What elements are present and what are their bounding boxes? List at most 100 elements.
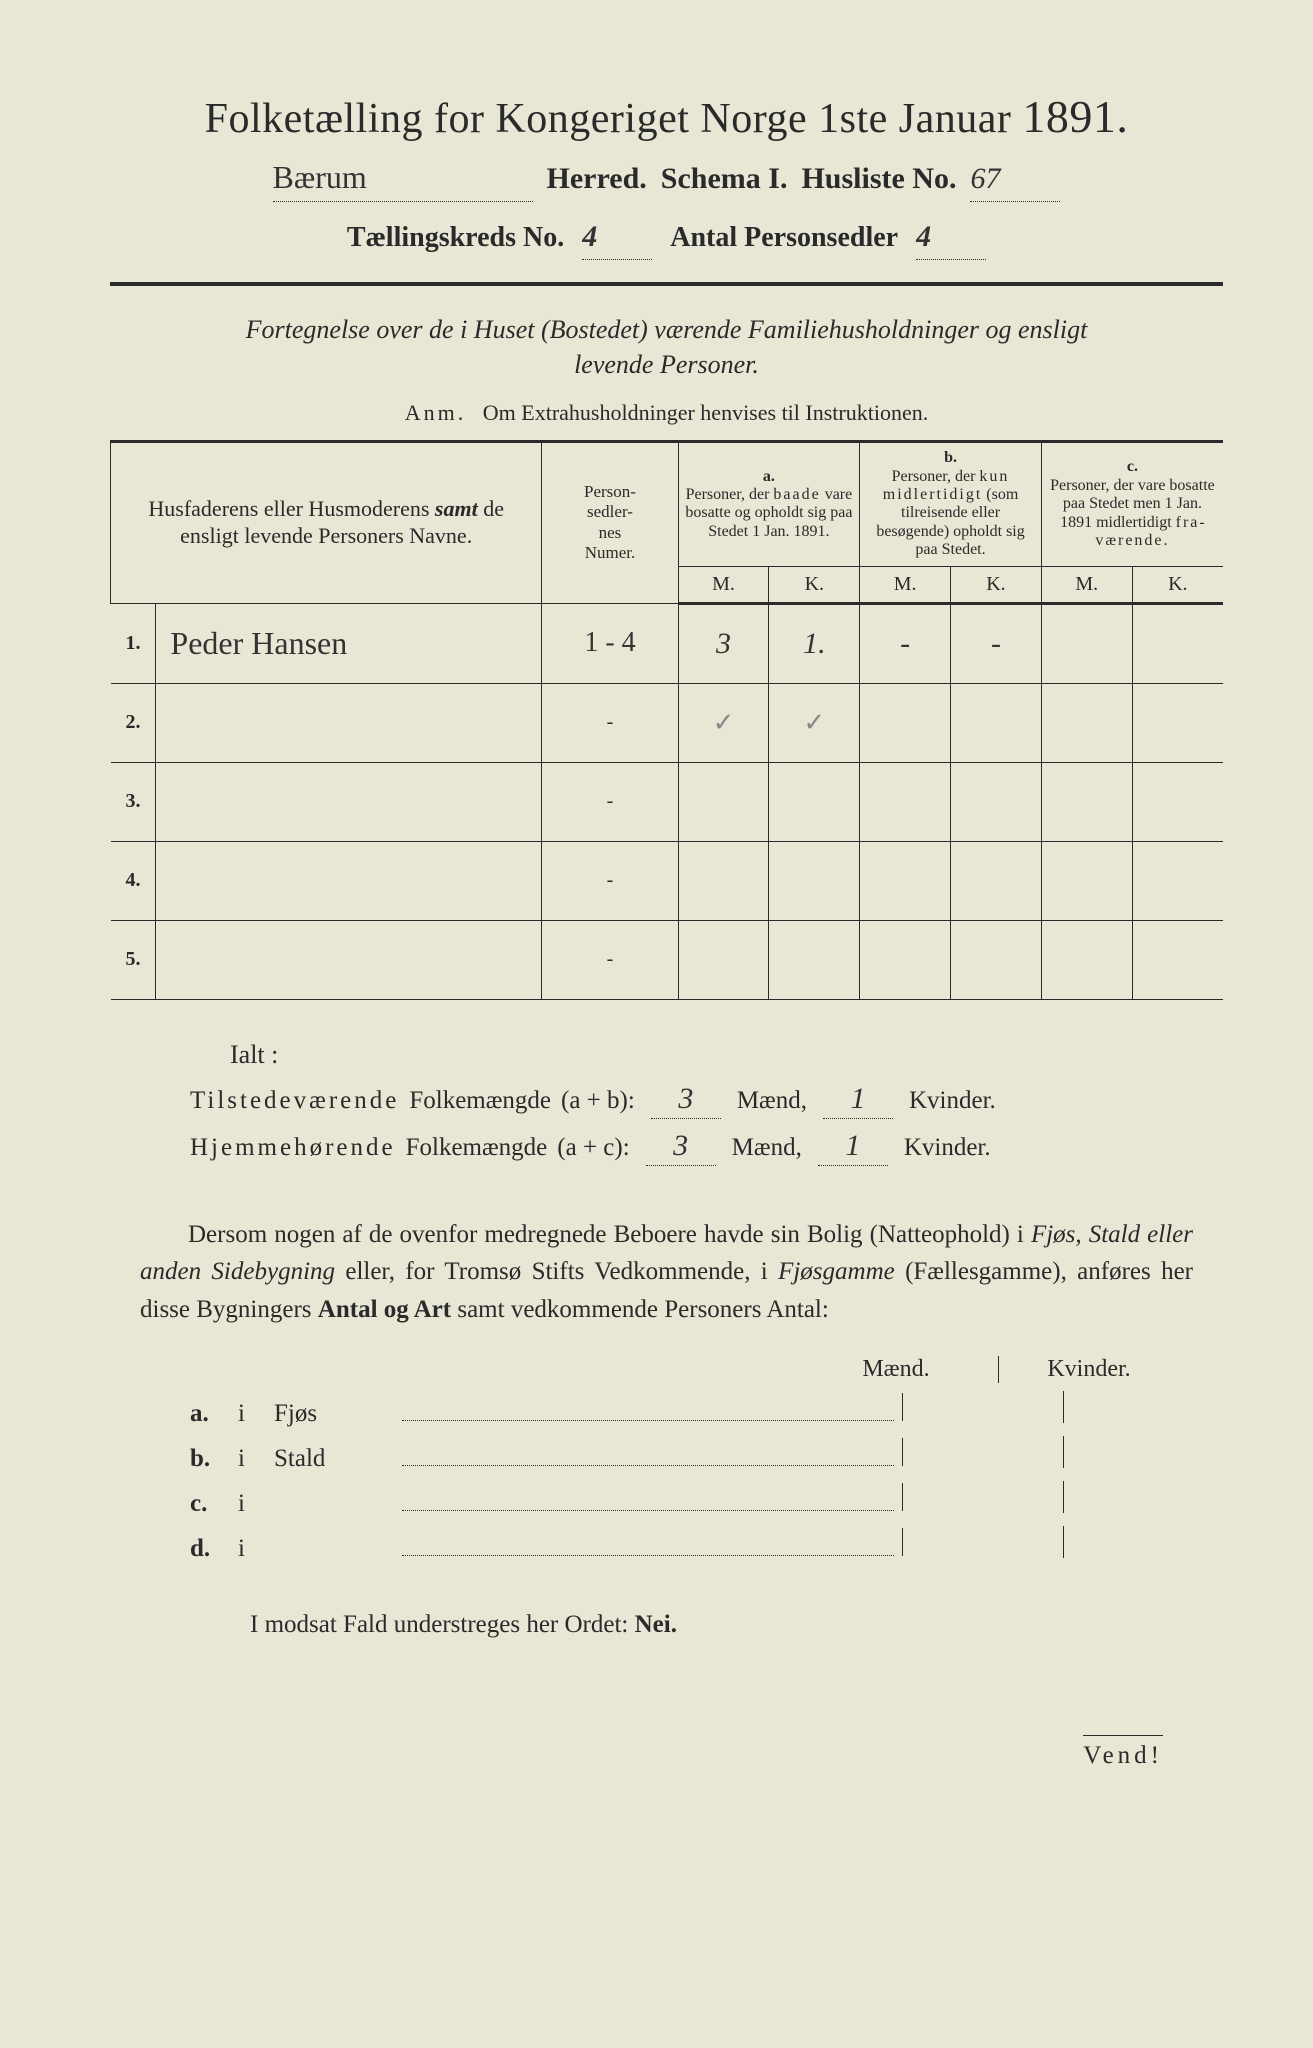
- th-b-m: M.: [860, 566, 951, 603]
- abcd-row-b: b. i Stald: [190, 1438, 1223, 1473]
- kreds-label: Tællingskreds No.: [347, 222, 564, 254]
- dotted-line: [402, 1485, 894, 1511]
- fm-word: Folkemængde: [406, 1134, 548, 1162]
- ab-label: (a + b):: [561, 1087, 635, 1115]
- cell-b-m: [860, 920, 951, 999]
- cell-a-m: ✓: [713, 708, 735, 737]
- table-row: 3. -: [111, 762, 1224, 841]
- schema-label: Schema I.: [661, 162, 788, 196]
- header-row-1: Bærum Herred. Schema I. Husliste No. 67: [110, 159, 1223, 202]
- th-b: b. Personer, der kun midler­tidigt (som …: [860, 442, 1042, 566]
- sum-hjemme: Hjemmehørende Folkemængde (a + c): 3 Mæn…: [190, 1129, 1223, 1166]
- th-c: c. Personer, der vare bosatte paa Stedet…: [1041, 442, 1223, 566]
- cell-c-k: [1132, 762, 1223, 841]
- dersom-paragraph: Dersom nogen af de ovenfor medregnede Be…: [140, 1216, 1193, 1329]
- row-sedler: -: [542, 762, 678, 841]
- th-a: a. Personer, der baade vare bo­satte og …: [678, 442, 860, 566]
- row-name: [156, 841, 542, 920]
- cell-b-m: -: [900, 627, 910, 660]
- anm-text: Om Extrahusholdninger henvises til Instr…: [483, 400, 928, 425]
- cell-a-k: ✓: [803, 708, 825, 737]
- row-num: 3.: [111, 762, 156, 841]
- dotted-line: [402, 1440, 894, 1466]
- herred-value: Bærum: [273, 159, 533, 202]
- fortegnelse-line1: Fortegnelse over de i Huset (Bostedet) v…: [246, 315, 1088, 344]
- divider-top: [110, 282, 1223, 286]
- abcd-row-d: d. i: [190, 1528, 1223, 1563]
- hjemme-m: 3: [646, 1129, 716, 1166]
- cell-c-m: [1041, 841, 1132, 920]
- anm-label: Anm.: [405, 400, 467, 425]
- table-row: 4. -: [111, 841, 1224, 920]
- row-sedler: -: [542, 683, 678, 762]
- mk-kvinder: Kvinder.: [998, 1356, 1159, 1383]
- cell-a-m: 3: [716, 627, 731, 660]
- th-a-m: M.: [678, 566, 769, 603]
- kvinder-label: Kvinder.: [909, 1087, 996, 1115]
- cell-b-k: [951, 762, 1042, 841]
- husliste-label: Husliste No.: [801, 162, 956, 196]
- cell-a-k: [769, 920, 860, 999]
- header-row-2: Tællingskreds No. 4 Antal Personsedler 4: [110, 220, 1223, 260]
- abcd-row-c: c. i: [190, 1483, 1223, 1518]
- fortegnelse-line2: levende Personer.: [574, 350, 759, 379]
- cell-a-k: 1.: [803, 627, 826, 660]
- row-sedler: -: [542, 841, 678, 920]
- dotted-line: [402, 1530, 894, 1556]
- cell-c-m: [1041, 762, 1132, 841]
- abcd-row-a: a. i Fjøs: [190, 1393, 1223, 1428]
- sedler-label: Antal Personsedler: [670, 222, 898, 254]
- hjemme-k: 1: [818, 1129, 888, 1166]
- hjemme-word: Hjemmehørende: [190, 1134, 396, 1162]
- tilstede-m: 3: [651, 1082, 721, 1119]
- cell-b-m: [860, 762, 951, 841]
- row-name: Peder Hansen: [170, 625, 347, 661]
- maend-label: Mænd,: [737, 1087, 807, 1115]
- cell-c-m: [1041, 920, 1132, 999]
- row-name: [156, 762, 542, 841]
- th-b-k: K.: [951, 566, 1042, 603]
- census-table-body: 1. Peder Hansen 1 - 4 3 1. - - 2. - ✓ ✓: [111, 603, 1224, 999]
- table-row: 5. -: [111, 920, 1224, 999]
- mk-maend: Mænd.: [806, 1356, 966, 1383]
- mk-cells: [902, 1483, 1223, 1511]
- ialt-label: Ialt :: [230, 1040, 1223, 1070]
- fm-word: Folkemængde: [409, 1087, 551, 1115]
- cell-b-m: [860, 683, 951, 762]
- mk-cells: [902, 1438, 1223, 1466]
- tilstede-word: Tilstedeværende: [190, 1087, 399, 1115]
- anm-line: Anm. Om Extrahusholdninger henvises til …: [110, 400, 1223, 426]
- census-form-page: Folketælling for Kongeriget Norge 1ste J…: [0, 0, 1313, 2048]
- ac-label: (a + c):: [557, 1134, 629, 1162]
- form-title: Folketælling for Kongeriget Norge 1ste J…: [110, 90, 1223, 143]
- title-year: 1891.: [1022, 91, 1128, 142]
- mk-header: Mænd. Kvinder.: [110, 1356, 1159, 1383]
- cell-a-k: [769, 762, 860, 841]
- husliste-no: 67: [970, 162, 1060, 202]
- cell-a-k: [769, 841, 860, 920]
- cell-b-k: [951, 920, 1042, 999]
- mk-cells: [902, 1528, 1223, 1556]
- sedler-no: 4: [916, 220, 986, 260]
- th-a-k: K.: [769, 566, 860, 603]
- table-row: 2. - ✓ ✓: [111, 683, 1224, 762]
- modsat-line: I modsat Fald understreges her Ordet: Ne…: [250, 1611, 1223, 1639]
- th-names: Husfaderens eller Husmode­rens samt de e…: [111, 442, 542, 603]
- row-name: [156, 683, 542, 762]
- th-c-k: K.: [1132, 566, 1223, 603]
- th-c-m: M.: [1041, 566, 1132, 603]
- cell-c-k: [1132, 683, 1223, 762]
- cell-b-k: [951, 683, 1042, 762]
- tilstede-k: 1: [823, 1082, 893, 1119]
- row-sedler: 1 - 4: [584, 627, 635, 658]
- cell-c-k: [1132, 920, 1223, 999]
- cell-c-k: [1132, 841, 1223, 920]
- cell-a-m: [678, 841, 769, 920]
- row-num: 1.: [111, 603, 156, 683]
- cell-b-m: [860, 841, 951, 920]
- cell-c-m: [1041, 683, 1132, 762]
- maend-label: Mænd,: [732, 1134, 802, 1162]
- row-sedler: -: [542, 920, 678, 999]
- vend-label: Vend!: [1083, 1735, 1163, 1770]
- table-row: 1. Peder Hansen 1 - 4 3 1. - -: [111, 603, 1224, 683]
